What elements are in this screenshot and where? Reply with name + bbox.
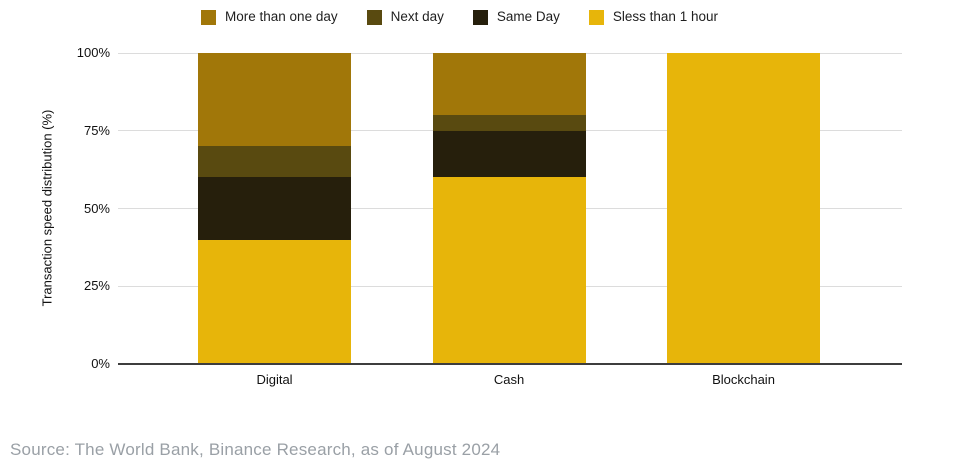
y-tick-label: 75% [83, 122, 110, 138]
source-note: Source: The World Bank, Binance Research… [10, 440, 501, 459]
y-tick-label: 25% [83, 278, 110, 294]
legend-label: Next day [390, 9, 444, 24]
bar-segment-sless-than-1-hour [667, 53, 820, 364]
legend-swatch-icon [366, 9, 382, 25]
chart-legend: More than one day Next day Same Day Sless t… [0, 9, 946, 25]
legend-item-next-day: Next day [366, 9, 444, 25]
bar-segment-same-day [198, 177, 351, 240]
bar-segment-same-day [432, 130, 586, 178]
legend-item-same-day: Same Day [472, 9, 560, 25]
x-category-label-digital: Digital [256, 372, 293, 387]
legend-item-sless-than-1-hour: Sless than 1 hour [588, 9, 718, 25]
x-axis-labels: Digital Cash Blockchain [118, 372, 902, 392]
y-tick-label: 50% [83, 200, 110, 216]
legend-label: Same Day [496, 9, 560, 24]
x-category-label-cash: Cash [493, 372, 525, 387]
legend-label: More than one day [225, 9, 338, 24]
y-axis-ticks: 0% 25% 50% 75% 100% [0, 45, 110, 371]
bar-segment-more-than-one-day [432, 53, 586, 116]
x-category-label-blockchain: Blockchain [712, 372, 775, 387]
legend-swatch-icon [472, 9, 488, 25]
bar-segment-sless-than-1-hour [432, 177, 586, 364]
bar-segment-more-than-one-day [198, 53, 351, 147]
legend-swatch-icon [201, 9, 217, 25]
legend-item-more-than-one-day: More than one day [201, 9, 338, 25]
legend-swatch-icon [588, 9, 604, 25]
bar-segment-next-day [198, 146, 351, 178]
legend-label: Sless than 1 hour [612, 9, 718, 24]
y-tick-label: 0% [91, 356, 110, 371]
gridline [118, 130, 902, 132]
gridline [118, 52, 902, 54]
plot-area [118, 52, 902, 365]
bar-segment-sless-than-1-hour [198, 239, 351, 364]
y-tick-label: 100% [76, 45, 110, 60]
x-axis-line [118, 363, 902, 365]
bar-segment-next-day [432, 115, 586, 131]
